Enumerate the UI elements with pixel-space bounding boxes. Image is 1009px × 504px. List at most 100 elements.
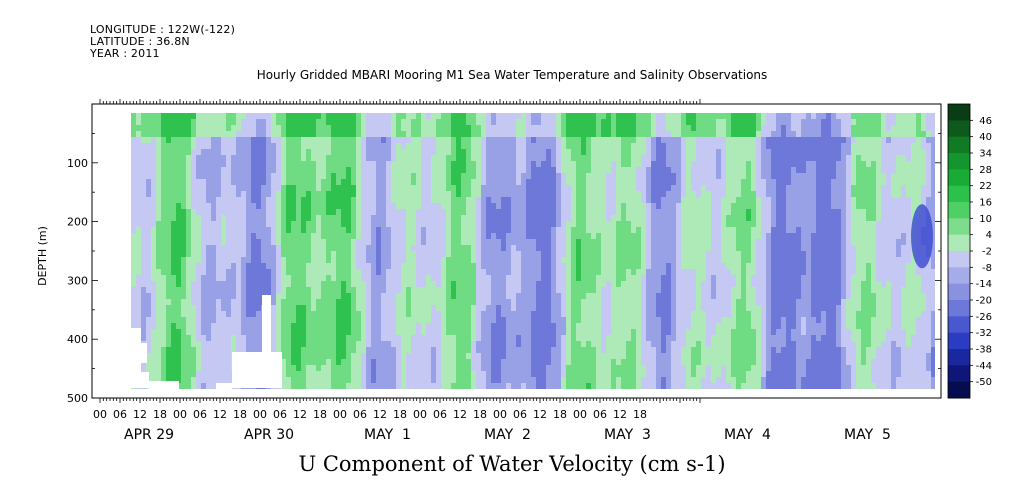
- field-cell: [341, 221, 346, 227]
- field-cell: [206, 311, 211, 317]
- field-cell: [511, 215, 516, 221]
- field-cell: [636, 125, 641, 131]
- field-cell: [616, 185, 621, 191]
- field-cell: [261, 191, 266, 197]
- field-cell: [286, 329, 291, 335]
- field-cell: [456, 221, 461, 227]
- field-cell: [186, 119, 191, 125]
- field-cell: [426, 329, 431, 335]
- field-cell: [321, 335, 326, 341]
- field-cell: [166, 287, 171, 293]
- field-cell: [391, 365, 396, 371]
- field-cell: [526, 263, 531, 269]
- field-cell: [216, 119, 221, 125]
- field-cell: [651, 329, 656, 335]
- field-cell: [451, 233, 456, 239]
- field-cell: [561, 185, 566, 191]
- field-cell: [381, 167, 386, 173]
- field-cell: [371, 203, 376, 209]
- field-cell: [466, 383, 471, 389]
- field-cell: [566, 209, 571, 215]
- field-cell: [161, 197, 166, 203]
- field-cell: [411, 167, 416, 173]
- field-cell: [626, 197, 631, 203]
- field-cell: [361, 167, 366, 173]
- field-cell: [496, 287, 501, 293]
- field-cell: [531, 221, 536, 227]
- field-cell: [671, 215, 676, 221]
- field-cell: [506, 161, 511, 167]
- field-cell: [501, 377, 506, 383]
- field-cell: [351, 203, 356, 209]
- field-cell: [146, 323, 151, 329]
- field-cell: [366, 311, 371, 317]
- field-cell: [516, 209, 521, 215]
- field-cell: [321, 113, 326, 119]
- field-cell: [216, 371, 221, 377]
- field-cell: [591, 293, 596, 299]
- field-cell: [441, 335, 446, 341]
- field-cell: [651, 299, 656, 305]
- field-cell: [286, 245, 291, 251]
- field-cell: [331, 383, 336, 389]
- field-cell: [581, 131, 586, 137]
- field-cell: [331, 323, 336, 329]
- field-cell: [151, 251, 156, 257]
- field-cell: [216, 335, 221, 341]
- field-cell: [181, 323, 186, 329]
- field-cell: [241, 323, 246, 329]
- field-cell: [571, 161, 576, 167]
- field-cell: [386, 125, 391, 131]
- field-cell: [256, 227, 261, 233]
- field-cell: [281, 287, 286, 293]
- field-cell: [296, 161, 301, 167]
- field-cell: [136, 125, 141, 131]
- field-cell: [371, 113, 376, 119]
- field-cell: [336, 305, 341, 311]
- field-cell: [386, 263, 391, 269]
- field-cell: [431, 215, 436, 221]
- field-cell: [651, 191, 656, 197]
- field-cell: [626, 185, 631, 191]
- field-cell: [266, 269, 271, 275]
- field-cell: [471, 131, 476, 137]
- field-cell: [211, 185, 216, 191]
- field-cell: [146, 203, 151, 209]
- field-cell: [331, 371, 336, 377]
- field-cell: [276, 305, 281, 311]
- field-cell: [411, 179, 416, 185]
- field-cell: [346, 191, 351, 197]
- field-cell: [551, 203, 556, 209]
- field-cell: [421, 371, 426, 377]
- field-cell: [621, 335, 626, 341]
- field-cell: [301, 317, 306, 323]
- field-cell: [556, 167, 561, 173]
- field-cell: [636, 305, 641, 311]
- field-cell: [321, 155, 326, 161]
- field-cell: [561, 257, 566, 263]
- field-cell: [201, 251, 206, 257]
- field-cell: [526, 125, 531, 131]
- field-cell: [381, 359, 386, 365]
- field-cell: [541, 269, 546, 275]
- field-cell: [311, 245, 316, 251]
- field-cell: [436, 155, 441, 161]
- field-cell: [476, 125, 481, 131]
- field-cell: [616, 197, 621, 203]
- field-cell: [501, 341, 506, 347]
- field-cell: [196, 203, 201, 209]
- field-cell: [546, 173, 551, 179]
- field-cell: [426, 137, 431, 143]
- field-cell: [421, 293, 426, 299]
- field-cell: [331, 251, 336, 257]
- field-cell: [596, 383, 601, 389]
- field-cell: [291, 233, 296, 239]
- field-cell: [451, 329, 456, 335]
- field-cell: [401, 287, 406, 293]
- field-cell: [636, 227, 641, 233]
- field-cell: [316, 227, 321, 233]
- field-cell: [596, 125, 601, 131]
- field-cell: [211, 305, 216, 311]
- field-cell: [256, 155, 261, 161]
- field-cell: [436, 173, 441, 179]
